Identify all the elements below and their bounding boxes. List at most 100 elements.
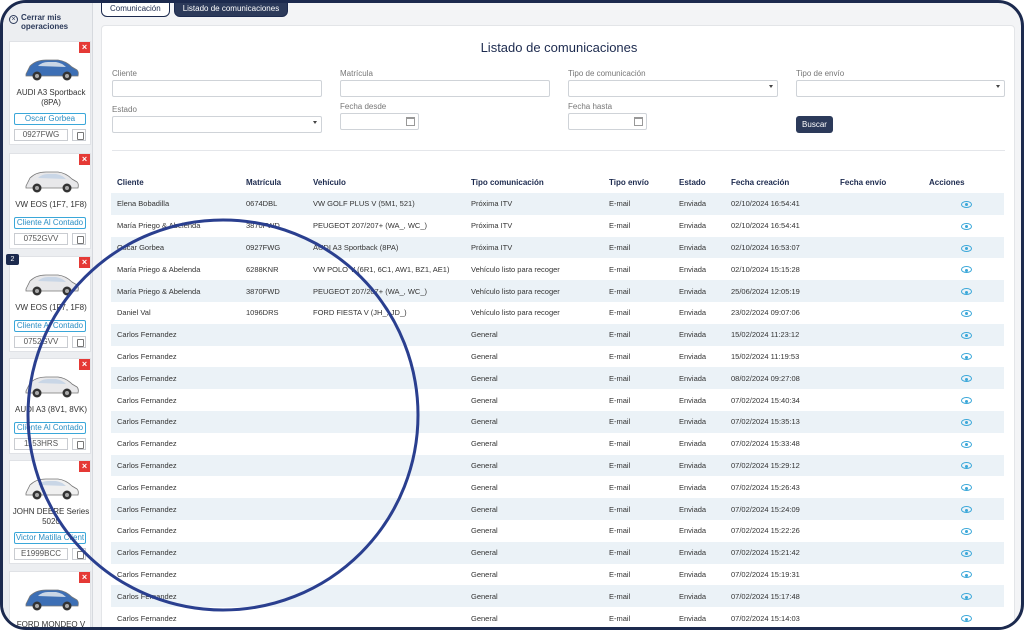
cell-fecha-creacion: 07/02/2024 15:17:48 (731, 591, 800, 601)
header-fecha-creacion[interactable]: Fecha creación (731, 177, 790, 187)
cell-estado: Enviada (679, 460, 707, 470)
table-row: Carlos Fernandez General E-mail Enviada 07/0… (111, 563, 1004, 586)
table-row: Carlos Fernandez General E-mail Enviada 07/0… (111, 498, 1004, 520)
eye-icon[interactable] (961, 309, 972, 317)
cell-estado: Enviada (679, 526, 707, 536)
header-fecha-envio[interactable]: Fecha envío (840, 177, 887, 187)
car-icon (25, 171, 79, 193)
copy-icon[interactable] (72, 438, 86, 450)
eye-icon[interactable] (961, 484, 972, 492)
vehicle-owner-link[interactable]: Cliente Al Contado (14, 320, 86, 332)
cell-fecha-envio (834, 237, 923, 259)
eye-icon[interactable] (961, 440, 972, 448)
car-icon (25, 274, 79, 296)
eye-icon[interactable] (961, 506, 972, 514)
header-vehiculo[interactable]: Vehículo (313, 177, 346, 187)
cell-tipo-comunicacion: General (471, 482, 498, 492)
eye-icon[interactable] (961, 527, 972, 535)
cell-estado: Enviada (679, 569, 707, 579)
cell-estado: Enviada (679, 482, 707, 492)
cell-tipo-envio: E-mail (609, 569, 631, 579)
eye-icon[interactable] (961, 288, 972, 296)
remove-icon[interactable]: × (79, 572, 90, 583)
cell-cliente: María Priego & Abelenda (117, 286, 201, 296)
tipo-comunicacion-select[interactable] (568, 80, 778, 97)
header-tipo-comunicacion[interactable]: Tipo comunicación (471, 177, 544, 187)
count-badge: 2 (6, 254, 19, 265)
cell-cliente: Carlos Fernandez (117, 569, 177, 579)
eye-icon[interactable] (961, 418, 972, 426)
vehicle-card[interactable]: × AUDI A3 (8V1, 8VK) Cliente Al Contado 115… (9, 358, 91, 454)
cell-cliente: María Priego & Abelenda (117, 221, 201, 231)
vehicle-card[interactable]: × JOHN DEERE Series 5020 Victor Matilla Cl… (9, 460, 91, 564)
cliente-input[interactable] (112, 80, 322, 97)
vehicle-owner-link[interactable]: Victor Matilla Client (14, 532, 86, 544)
copy-icon[interactable] (72, 233, 86, 245)
cell-vehiculo: VW POLO V (6R1, 6C1, AW1, BZ1, AE1) (313, 264, 450, 274)
eye-icon[interactable] (961, 244, 972, 252)
eye-icon[interactable] (961, 549, 972, 557)
calendar-icon[interactable] (406, 117, 415, 126)
tab-comunicacion[interactable]: Comunicación (101, 3, 170, 17)
header-estado[interactable]: Estado (679, 177, 706, 187)
calendar-icon[interactable] (634, 117, 643, 126)
eye-icon[interactable] (961, 222, 972, 230)
matricula-input[interactable] (340, 80, 550, 97)
remove-icon[interactable]: × (79, 461, 90, 472)
buscar-button[interactable]: Buscar (796, 116, 833, 133)
eye-icon[interactable] (961, 593, 972, 601)
copy-icon[interactable] (72, 336, 86, 348)
eye-icon[interactable] (961, 331, 972, 339)
cell-tipo-envio: E-mail (609, 482, 631, 492)
tab-listado-comunicaciones[interactable]: Listado de comunicaciones (173, 3, 289, 17)
tipo-envio-select[interactable] (796, 80, 1005, 97)
eye-icon[interactable] (961, 571, 972, 579)
vehicle-owner-link[interactable]: Cliente Al Contado (14, 422, 86, 434)
vehicle-model: VW EOS (1F7, 1F8) (15, 303, 87, 312)
cell-fecha-creacion: 25/06/2024 12:05:19 (731, 286, 800, 296)
cell-tipo-comunicacion: General (471, 417, 498, 427)
fecha-hasta-input[interactable] (568, 113, 647, 130)
cell-vehiculo (307, 476, 465, 498)
vehicle-card[interactable]: × AUDI A3 Sportback (8PA) Oscar Gorbea 0927… (9, 41, 91, 145)
cell-cliente: Daniel Val (117, 308, 151, 318)
remove-icon[interactable]: × (79, 359, 90, 370)
eye-icon[interactable] (961, 200, 972, 208)
header-cliente[interactable]: Cliente (117, 177, 144, 187)
remove-icon[interactable]: × (79, 42, 90, 53)
cell-estado: Enviada (679, 199, 707, 209)
estado-select[interactable] (112, 116, 322, 133)
cell-fecha-creacion: 02/10/2024 16:54:41 (731, 199, 800, 209)
eye-icon[interactable] (961, 397, 972, 405)
header-matricula[interactable]: Matrícula (246, 177, 282, 187)
cell-tipo-envio: E-mail (609, 460, 631, 470)
remove-icon[interactable]: × (79, 257, 90, 268)
cell-vehiculo (307, 455, 465, 477)
eye-icon[interactable] (961, 266, 972, 274)
remove-icon[interactable]: × (79, 154, 90, 165)
header-tipo-envio[interactable]: Tipo envío (609, 177, 649, 187)
cell-tipo-comunicacion: General (471, 504, 498, 514)
cell-acciones (923, 324, 1004, 346)
cell-cliente: Carlos Fernandez (117, 591, 177, 601)
close-operations-button[interactable]: × Cerrar mis operaciones (9, 13, 89, 31)
eye-icon[interactable] (961, 375, 972, 383)
matricula-label: Matrícula (340, 69, 373, 78)
vehicle-owner-link[interactable]: Oscar Gorbea (14, 113, 86, 125)
copy-icon[interactable] (72, 548, 86, 560)
car-icon (25, 478, 79, 500)
vehicle-card[interactable]: × 2 VW EOS (1F7, 1F8) Cliente Al Contado 075… (6, 254, 91, 352)
vehicle-owner-link[interactable]: Cliente Al Contado (14, 217, 86, 229)
chevron-down-icon (996, 85, 1000, 88)
eye-icon[interactable] (961, 353, 972, 361)
fecha-desde-input[interactable] (340, 113, 419, 130)
cell-fecha-creacion: 08/02/2024 09:27:08 (731, 373, 800, 383)
operations-sidebar: × Cerrar mis operaciones × AUDI A3 Sportb… (3, 3, 93, 627)
cell-estado: Enviada (679, 286, 707, 296)
vehicle-card[interactable]: × VW EOS (1F7, 1F8) Cliente Al Contado 0752… (9, 153, 91, 249)
eye-icon[interactable] (961, 615, 972, 623)
eye-icon[interactable] (961, 462, 972, 470)
copy-icon[interactable] (72, 129, 86, 141)
vehicle-card[interactable]: × FORD MONDEO V (9, 571, 91, 627)
